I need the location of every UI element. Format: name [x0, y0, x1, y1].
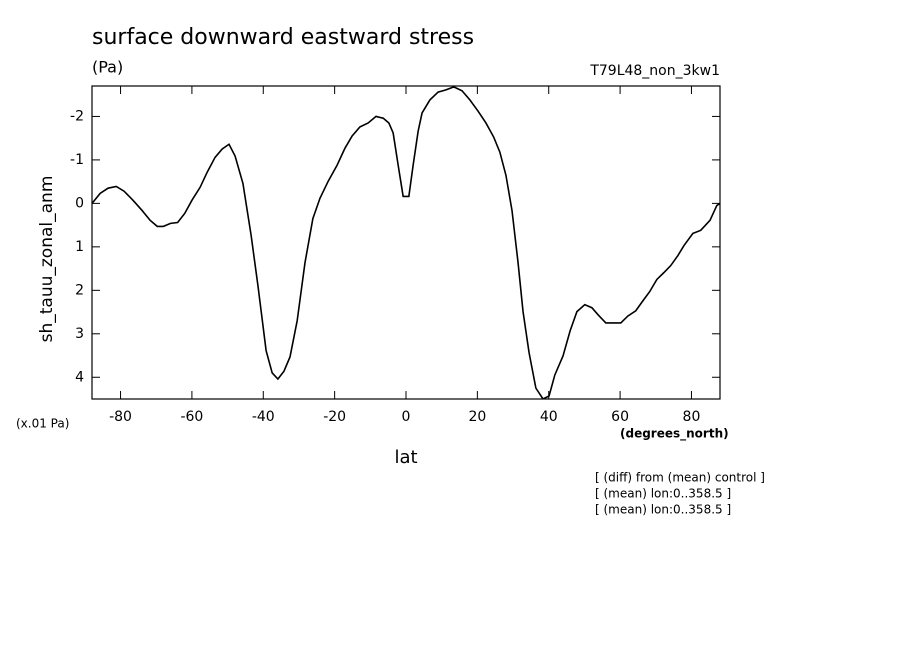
y-tick-label: 3 [75, 326, 84, 342]
y-tick-label: 4 [75, 369, 84, 385]
annotation: [ (diff) from (mean) control ] [595, 471, 765, 485]
y-axis-label: sh_tauu_zonal_anm [37, 176, 57, 343]
y-tick-label: -1 [70, 152, 84, 168]
x-tick-label: -20 [323, 409, 346, 425]
y-tick-label: -2 [70, 108, 84, 124]
annotation: [ (mean) lon:0..358.5 ] [595, 487, 731, 501]
plot-frame [91, 85, 721, 400]
y-units: (x.01 Pa) [16, 417, 69, 431]
chart-title: surface downward eastward stress [92, 25, 474, 50]
x-tick-label: 40 [540, 409, 558, 425]
x-axis-label: lat [394, 447, 417, 468]
data-line [92, 86, 720, 399]
x-tick-label: -60 [180, 409, 203, 425]
x-tick-label: 80 [683, 409, 701, 425]
x-tick-label: 20 [468, 409, 486, 425]
x-tick-label: 0 [402, 409, 411, 425]
annotation: [ (mean) lon:0..358.5 ] [595, 503, 731, 517]
run-label: T79L48_non_3kw1 [589, 63, 720, 79]
x-tick-label: 60 [611, 409, 629, 425]
x-units: (degrees_north) [620, 427, 729, 442]
y-tick-label: 0 [75, 195, 84, 211]
x-tick-label: -40 [252, 409, 275, 425]
y-tick-label: 1 [75, 239, 84, 255]
y-tick-label: 2 [75, 282, 84, 298]
x-tick-label: -80 [109, 409, 132, 425]
chart-subtitle: (Pa) [92, 58, 123, 77]
